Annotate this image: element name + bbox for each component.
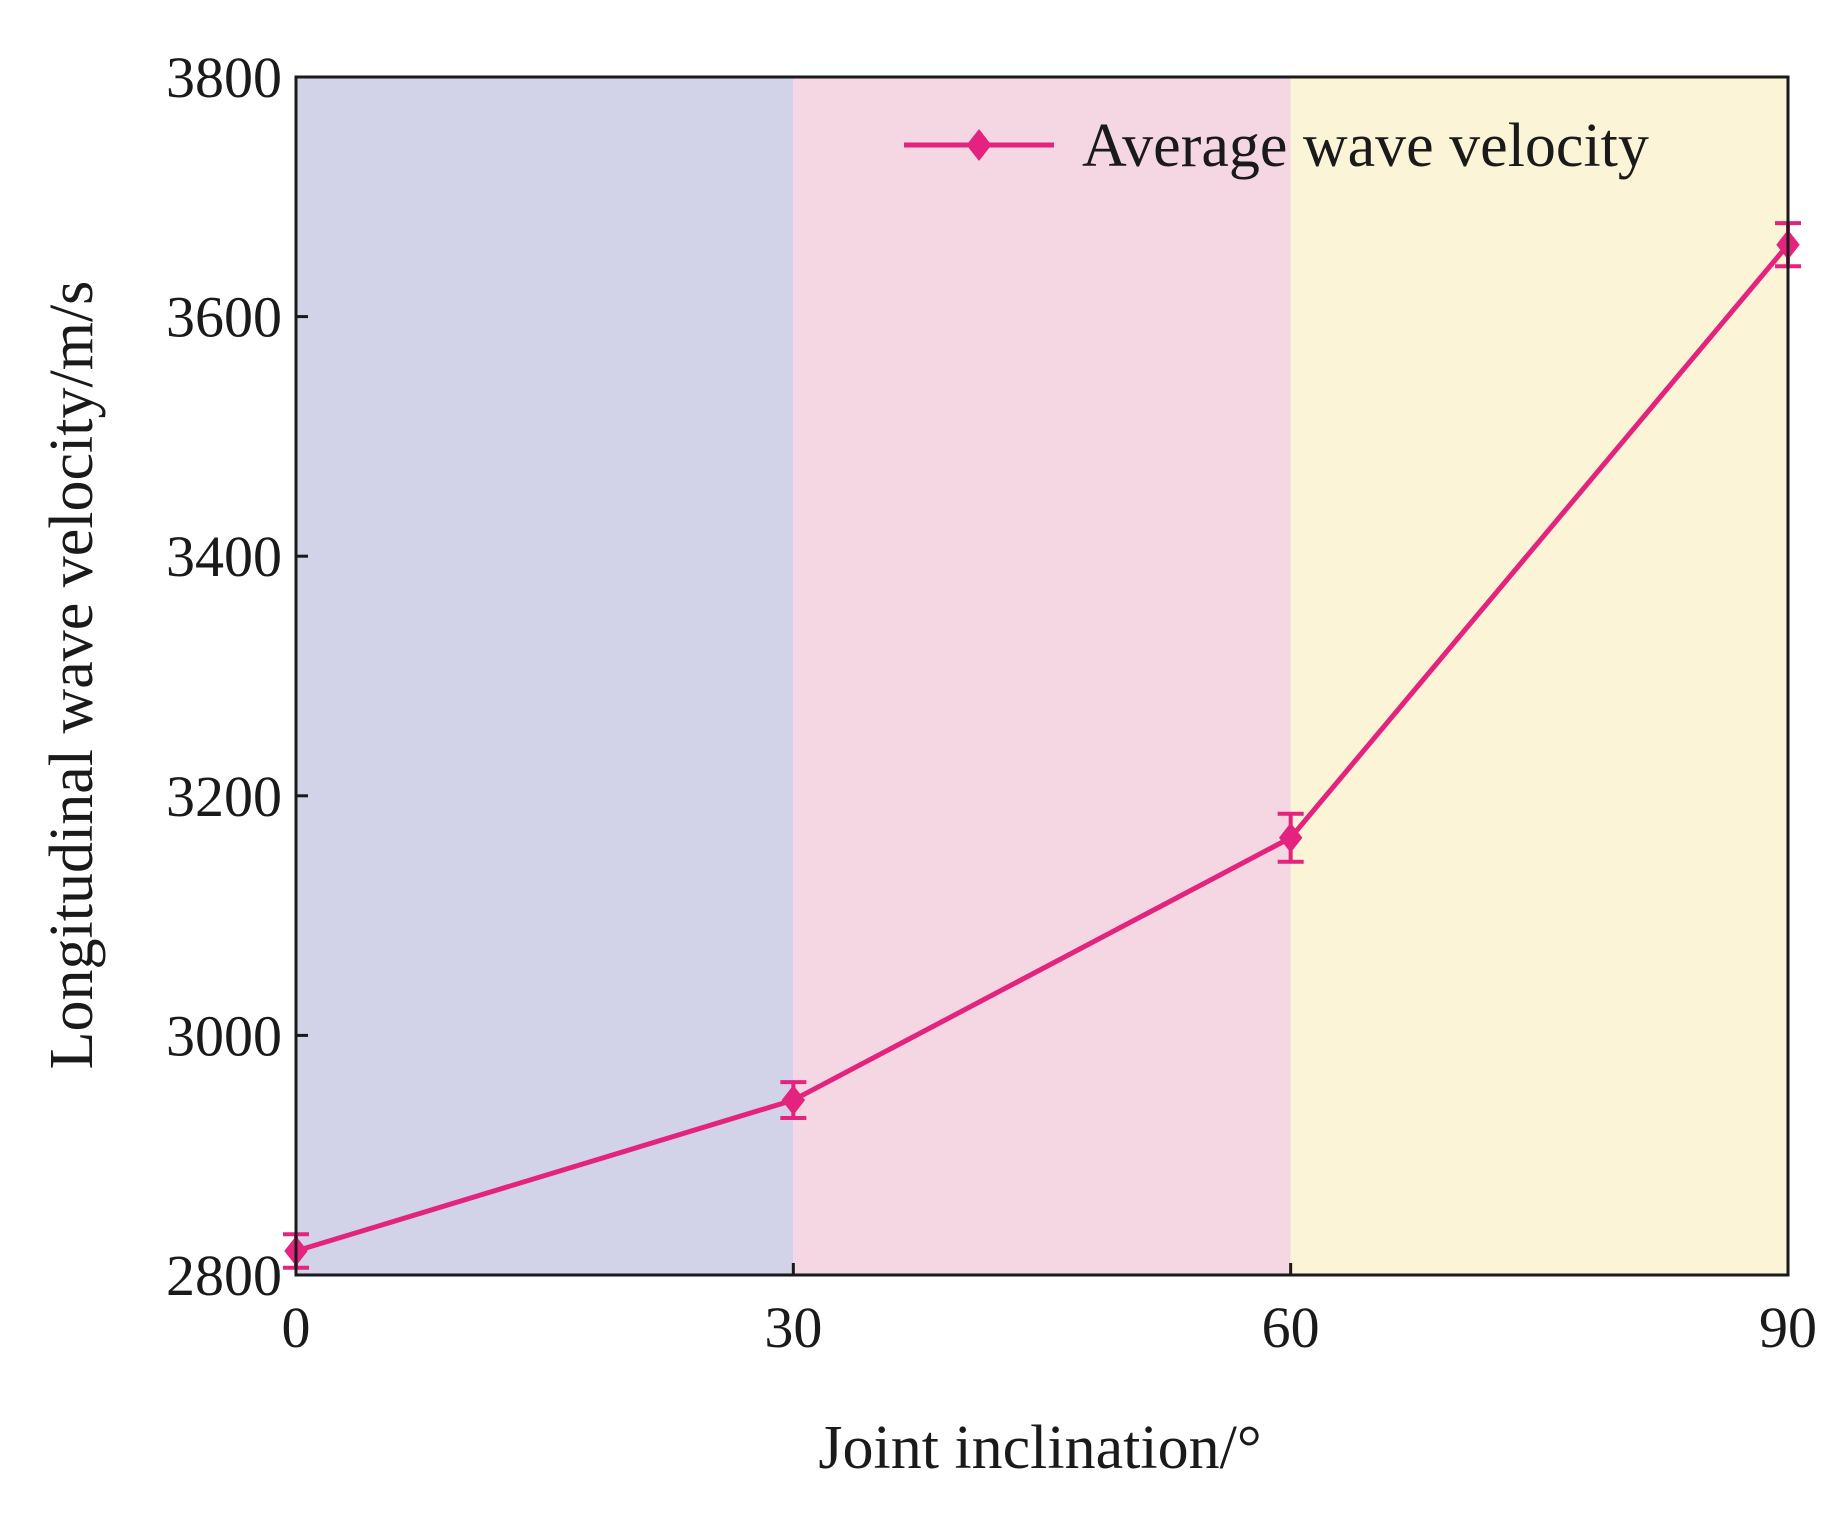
background-band-2 (793, 77, 1291, 1275)
y-tick-label: 2800 (166, 1243, 282, 1308)
data-point (781, 1085, 806, 1116)
background-band-1 (296, 77, 794, 1275)
y-tick-label: 3400 (166, 524, 282, 589)
y-tick-label: 3200 (166, 764, 282, 829)
x-tick-label: 90 (1759, 1295, 1817, 1360)
x-tick-label: 60 (1262, 1295, 1320, 1360)
y-axis-title: Longitudinal wave velocity/m/s (38, 281, 106, 1070)
background-band-3 (1290, 77, 1788, 1275)
y-tick-label: 3000 (166, 1003, 282, 1068)
x-tick-label: 0 (282, 1295, 311, 1360)
legend-marker-sample (966, 129, 992, 161)
series-line-1 (295, 243, 1790, 1254)
x-tick-label: 30 (764, 1295, 822, 1360)
y-tick-label: 3800 (166, 45, 282, 110)
data-point (1278, 822, 1303, 853)
legend-label: Average wave velocity (1082, 112, 1649, 180)
axis-ticks: 0 30 60 90 2800 3000 3200 3400 3600 3800 (166, 45, 1817, 1360)
background-bands (296, 77, 1788, 1275)
plot-frame (294, 75, 1790, 1277)
y-tick-label: 3600 (166, 285, 282, 350)
x-axis-title: Joint inclination/° (818, 1414, 1261, 1482)
legend: Average wave velocity (904, 112, 1649, 180)
